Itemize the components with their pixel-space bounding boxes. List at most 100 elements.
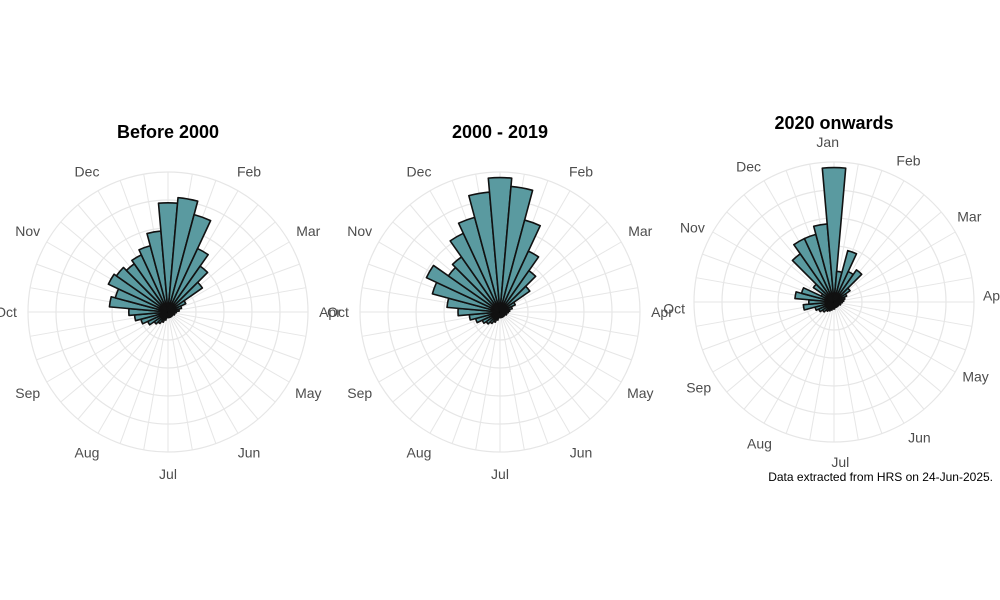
polar-bar xyxy=(499,250,540,313)
month-label: Aug xyxy=(407,444,432,460)
grid-spoke xyxy=(499,311,608,403)
grid-spoke xyxy=(743,301,835,410)
polar-bar xyxy=(425,264,501,313)
month-label: Aug xyxy=(747,436,772,452)
polar-panel-2000-2019: 2000 - 2019 Feb Mar Apr May Jun Jul Aug Sep Oct No… xyxy=(327,122,673,482)
month-label: Jun xyxy=(238,444,261,460)
month-label: Jul xyxy=(159,466,177,482)
month-label: Dec xyxy=(407,164,432,180)
month-label: Mar xyxy=(296,223,320,239)
grid-spoke xyxy=(833,301,966,351)
polar-bar xyxy=(107,273,169,313)
month-label: Feb xyxy=(237,164,261,180)
grid-spoke xyxy=(429,311,501,434)
polar-bar xyxy=(499,269,537,313)
month-label: Sep xyxy=(347,385,372,401)
panel-title: 2020 onwards xyxy=(774,113,893,133)
month-label: Sep xyxy=(15,385,40,401)
grid-spoke xyxy=(833,253,966,303)
grid-spoke xyxy=(167,311,239,434)
grid-spoke xyxy=(833,301,942,393)
grid-spoke xyxy=(143,311,169,450)
month-label: Jun xyxy=(570,444,593,460)
month-label: Dec xyxy=(75,164,100,180)
grid-spoke xyxy=(499,311,632,361)
polar-bar xyxy=(499,285,531,313)
month-label: Nov xyxy=(347,223,372,239)
grid-spoke xyxy=(833,231,956,303)
grid-spoke xyxy=(499,311,525,450)
month-label: Oct xyxy=(0,304,17,320)
grid-spoke xyxy=(46,311,169,383)
grid-spoke xyxy=(499,311,638,337)
grid-spoke xyxy=(499,311,549,444)
grid-spoke xyxy=(167,311,193,450)
grid-spoke xyxy=(833,277,972,303)
grid-spoke xyxy=(167,311,276,403)
month-label: Jun xyxy=(908,429,931,445)
grid-spoke xyxy=(167,311,290,383)
month-label: Mar xyxy=(628,223,652,239)
grid-spoke xyxy=(499,311,622,383)
grid-spoke xyxy=(167,311,306,337)
month-label: Feb xyxy=(569,164,593,180)
grid-spoke xyxy=(77,311,169,420)
grid-spoke xyxy=(763,301,835,424)
grid-spoke xyxy=(833,301,859,440)
month-label: Oct xyxy=(663,300,685,316)
grid-spoke xyxy=(499,287,638,313)
grid-spoke xyxy=(833,301,925,410)
grid-spoke xyxy=(167,311,259,420)
polar-bar xyxy=(167,311,173,318)
grid-spoke xyxy=(475,311,501,450)
month-label: Dec xyxy=(736,159,761,175)
month-label: Sep xyxy=(686,379,711,395)
grid-spoke xyxy=(378,311,501,383)
grid-spoke xyxy=(702,301,835,351)
grid-spoke xyxy=(809,301,835,440)
grid-spoke xyxy=(726,301,835,393)
grid-spoke xyxy=(392,311,501,403)
polar-bar xyxy=(802,301,835,311)
grid-spoke xyxy=(60,311,169,403)
polar-bar xyxy=(487,176,513,313)
polar-bar xyxy=(167,281,204,313)
month-label: May xyxy=(962,368,988,384)
grid-spoke xyxy=(409,311,501,420)
grid-spoke xyxy=(451,311,501,444)
month-label: Jul xyxy=(491,466,509,482)
month-label: May xyxy=(295,385,321,401)
grid-spoke xyxy=(499,263,632,313)
panel-title: 2000 - 2019 xyxy=(452,122,548,142)
polar-bar xyxy=(833,301,839,308)
grid-spoke xyxy=(833,301,956,373)
month-label: May xyxy=(627,385,653,401)
month-label: Nov xyxy=(15,223,40,239)
grid-spoke xyxy=(712,301,835,373)
month-label: Jul xyxy=(831,454,849,470)
grid-spoke xyxy=(833,301,883,434)
grid-spoke xyxy=(167,287,306,313)
panel-title: Before 2000 xyxy=(117,122,219,142)
grid-spoke xyxy=(833,301,972,327)
grid-spoke xyxy=(167,311,300,361)
grid-spoke xyxy=(167,241,290,313)
month-label: Apr xyxy=(319,304,341,320)
month-label: Apr xyxy=(983,288,1000,304)
grid-spoke xyxy=(97,311,169,434)
polar-bar xyxy=(115,266,169,313)
month-label: Jan xyxy=(816,134,839,150)
grid-spoke xyxy=(167,263,300,313)
data-source-caption: Data extracted from HRS on 24-Jun-2025. xyxy=(768,470,993,484)
polar-bar xyxy=(167,265,209,313)
grid-spoke xyxy=(785,301,835,434)
month-label: Mar xyxy=(957,209,981,225)
month-label: Feb xyxy=(896,152,920,168)
grid-spoke xyxy=(119,311,169,444)
grid-spoke xyxy=(499,311,571,434)
grid-spoke xyxy=(167,311,217,444)
month-label: Nov xyxy=(680,220,705,236)
grid-spoke xyxy=(833,301,905,424)
